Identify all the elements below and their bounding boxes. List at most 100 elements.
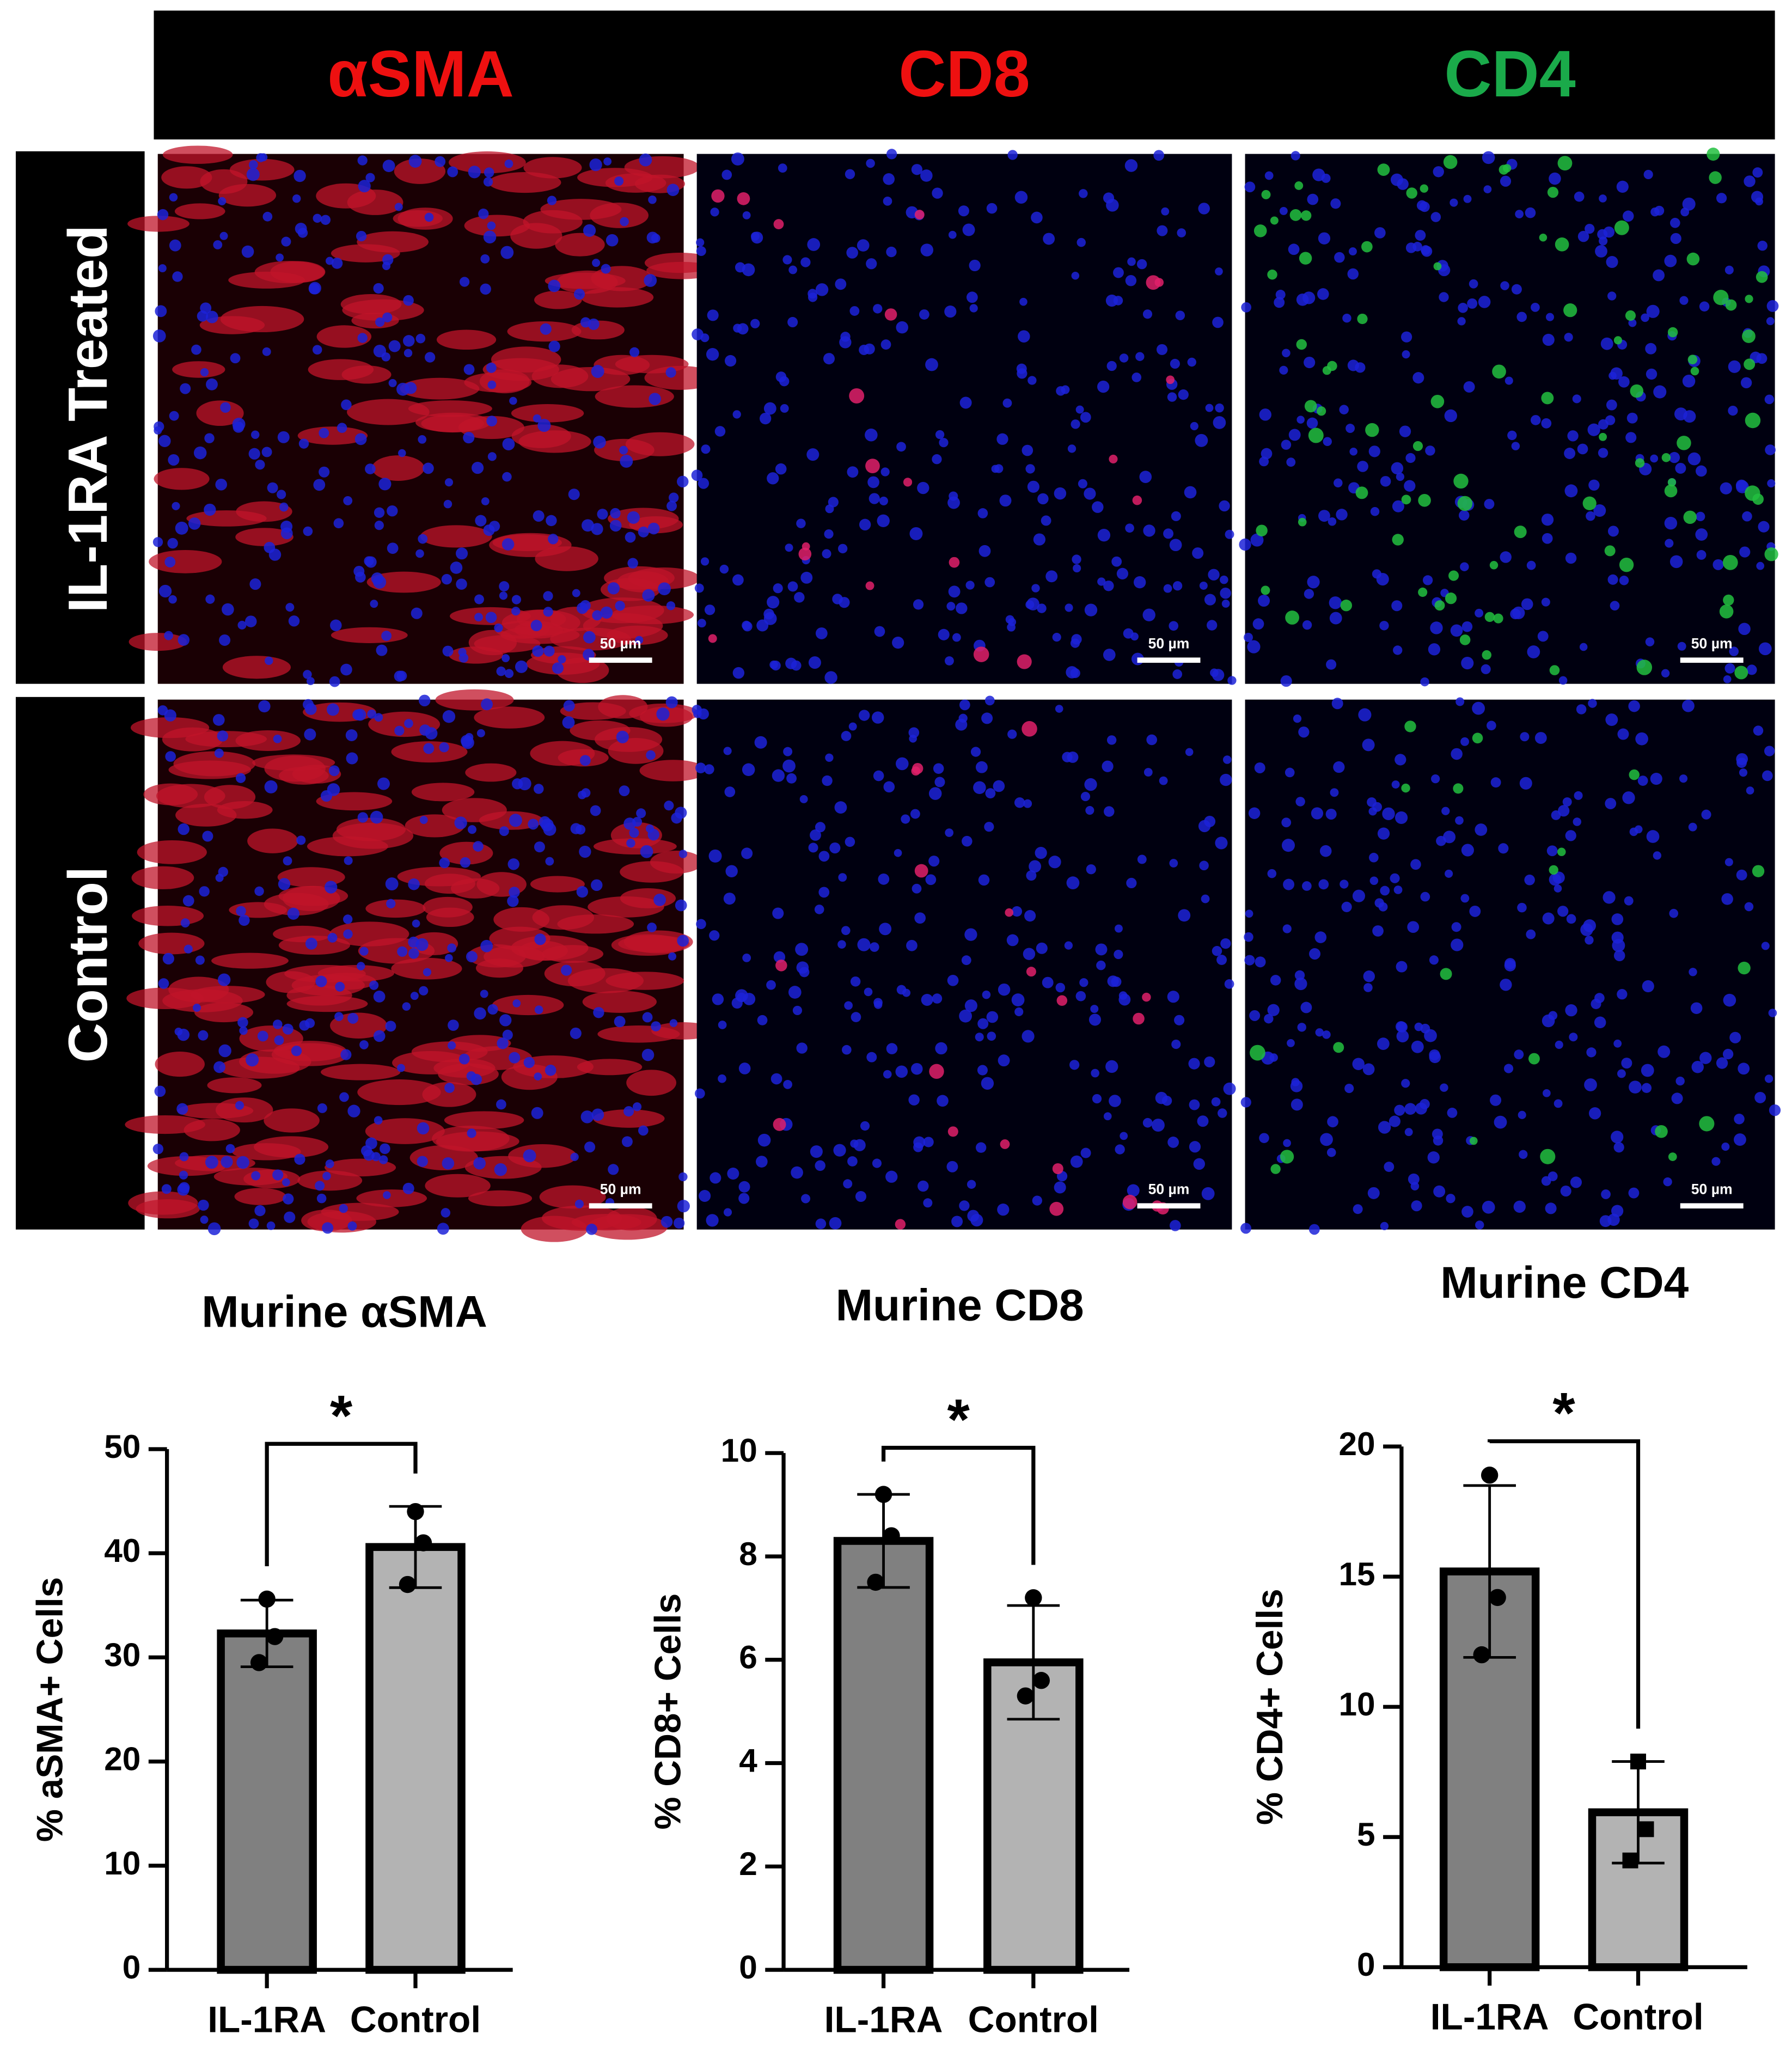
nucleus <box>1606 255 1618 268</box>
nucleus <box>1308 1224 1320 1235</box>
data-point <box>1622 1852 1638 1868</box>
nucleus <box>842 1045 852 1055</box>
nucleus <box>562 716 575 729</box>
nucleus <box>483 524 495 536</box>
nucleus <box>1420 1023 1430 1034</box>
nucleus <box>1605 798 1617 809</box>
marker-cell <box>1433 262 1442 271</box>
nucleus <box>499 1014 512 1027</box>
nucleus <box>1028 376 1037 385</box>
nucleus <box>1724 663 1735 674</box>
y-axis-label: % CD4+ Cells <box>1250 1589 1291 1825</box>
nucleus <box>1671 1092 1683 1104</box>
y-tick-label: 4 <box>739 1742 757 1779</box>
nucleus <box>1247 640 1261 654</box>
marker-cell <box>1619 557 1634 572</box>
nucleus <box>1014 191 1028 204</box>
nucleus <box>1585 223 1595 234</box>
marker-cell <box>1317 406 1326 416</box>
actin-cell <box>366 571 441 593</box>
actin-cell <box>254 261 325 284</box>
nucleus <box>883 1070 892 1079</box>
nucleus <box>281 236 291 247</box>
nucleus <box>1352 1058 1365 1070</box>
nucleus <box>176 1103 188 1115</box>
nucleus <box>1220 773 1232 786</box>
nucleus <box>1682 374 1696 388</box>
nucleus <box>1223 1082 1236 1095</box>
nucleus <box>704 764 714 774</box>
nucleus <box>448 1019 459 1031</box>
nucleus <box>1353 1204 1363 1214</box>
nucleus <box>840 332 851 342</box>
nucleus <box>1628 319 1637 327</box>
nucleus <box>1408 1173 1420 1185</box>
nucleus <box>1199 860 1209 871</box>
nucleus <box>1193 1158 1205 1170</box>
actin-cell <box>420 525 492 548</box>
nucleus <box>948 230 957 239</box>
nucleus <box>948 585 961 598</box>
nucleus <box>1135 352 1145 361</box>
nucleus <box>1728 405 1738 416</box>
nucleus <box>738 1062 751 1074</box>
nucleus <box>808 842 818 853</box>
nucleus <box>1658 1045 1671 1058</box>
nucleus <box>1073 564 1081 573</box>
scale-bar-label: 50 µm <box>1148 635 1190 651</box>
nucleus <box>1031 584 1040 593</box>
nucleus <box>997 1204 1010 1216</box>
nucleus <box>1617 1069 1626 1078</box>
column-label: CD4 <box>1444 37 1576 111</box>
nucleus <box>199 886 210 897</box>
nucleus <box>167 538 178 549</box>
nucleus <box>647 923 657 932</box>
nucleus <box>1481 664 1491 674</box>
nucleus <box>860 1121 870 1131</box>
nucleus <box>591 365 604 378</box>
nucleus <box>723 893 736 905</box>
nucleus <box>499 826 509 836</box>
nucleus <box>1311 807 1324 820</box>
nucleus <box>742 763 755 777</box>
nucleus <box>180 918 190 928</box>
nucleus <box>1623 210 1634 222</box>
nucleus <box>322 1222 334 1234</box>
nucleus <box>757 1015 768 1025</box>
marker-cell <box>1122 1194 1137 1210</box>
marker-cell <box>947 1126 958 1137</box>
nucleus <box>1746 786 1754 795</box>
nucleus <box>1120 1132 1128 1140</box>
nucleus <box>249 160 258 169</box>
nucleus <box>710 207 719 217</box>
actin-cell <box>474 706 545 729</box>
nucleus <box>1328 517 1337 526</box>
nucleus <box>1106 361 1117 371</box>
nucleus <box>782 255 792 265</box>
nucleus <box>1195 433 1208 447</box>
marker-cell <box>1109 454 1118 463</box>
nucleus <box>1603 891 1616 904</box>
nucleus <box>450 561 463 574</box>
nucleus <box>959 1200 970 1211</box>
nucleus <box>1565 830 1576 841</box>
nucleus <box>1092 501 1104 513</box>
nucleus <box>908 727 920 738</box>
actin-cell <box>365 899 426 918</box>
marker-cell <box>1719 604 1734 619</box>
nucleus <box>523 1149 536 1163</box>
nucleus <box>638 1125 649 1136</box>
nucleus <box>463 432 475 444</box>
nucleus <box>1345 424 1355 433</box>
nucleus <box>1288 243 1300 255</box>
nucleus <box>1161 1096 1172 1106</box>
nucleus <box>1045 570 1058 583</box>
scale-bar-label: 50 µm <box>1691 635 1733 651</box>
nucleus <box>376 644 388 656</box>
nucleus <box>1516 312 1527 322</box>
nucleus <box>1041 515 1051 526</box>
marker-cell <box>1445 593 1457 604</box>
x-tick-label: Control <box>968 2000 1099 2041</box>
nucleus <box>642 1012 653 1023</box>
nucleus <box>815 822 825 833</box>
